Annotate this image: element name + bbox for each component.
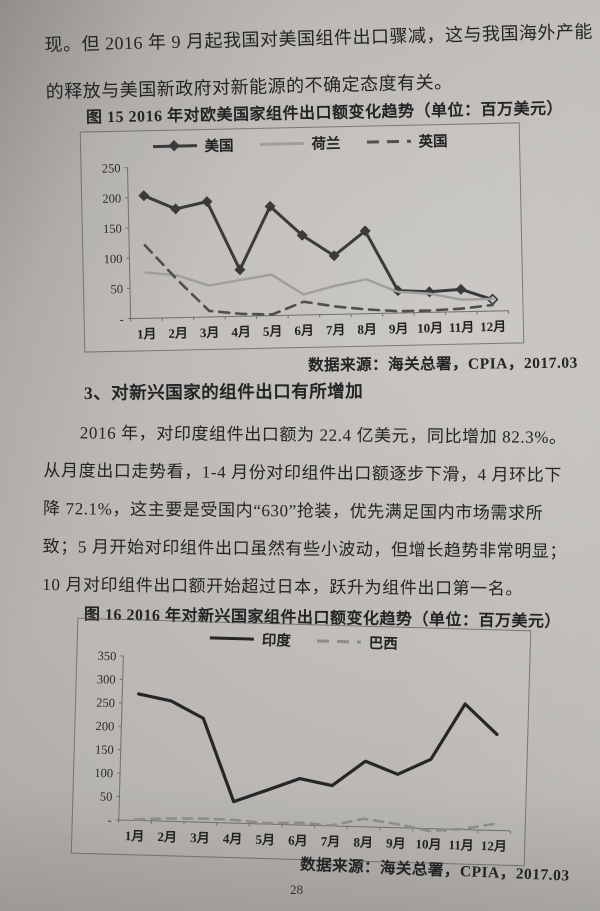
svg-text:100: 100 — [104, 252, 123, 266]
legend-line-sample — [366, 139, 411, 144]
svg-text:50: 50 — [100, 789, 113, 803]
legend-label: 巴西 — [368, 635, 398, 653]
diamond-marker-icon — [234, 264, 246, 276]
diamond-marker-icon — [170, 203, 182, 215]
legend-item: 英国 — [366, 129, 448, 152]
svg-text:7月: 7月 — [326, 322, 346, 337]
diamond-marker-icon — [201, 196, 213, 208]
svg-text:250: 250 — [96, 696, 115, 711]
svg-text:7月: 7月 — [321, 834, 341, 850]
svg-text:6月: 6月 — [294, 323, 314, 338]
series-line — [137, 692, 499, 804]
svg-text:-: - — [119, 312, 123, 326]
svg-text:4月: 4月 — [223, 831, 243, 847]
text-line: 2016 年，对印度组件出口额为 22.4 亿美元，同比增加 82.3%。 — [79, 423, 567, 448]
svg-text:1月: 1月 — [125, 828, 145, 844]
text-line: 从月度出口走势看，1-4 月份对印组件出口额逐步下滑，4 月环比下 — [43, 460, 562, 485]
svg-text:3月: 3月 — [200, 325, 220, 340]
svg-text:-: - — [107, 813, 112, 827]
svg-text:150: 150 — [95, 742, 114, 757]
svg-text:11月: 11月 — [448, 837, 474, 853]
svg-text:3月: 3月 — [190, 830, 210, 846]
series-line — [133, 817, 496, 833]
legend-item: 荷兰 — [259, 132, 341, 155]
text-line: 致；5 月开始对印组件出口虽然有些小波动，但增长趋势非常明显； — [42, 536, 568, 562]
svg-text:12月: 12月 — [481, 838, 507, 854]
svg-text:9月: 9月 — [389, 321, 409, 336]
line-chart-plot: 350 300 250 200 150 100 50 -1月 2月 3月 4月 5月 6月 7月 8月 9月 1… — [94, 649, 512, 854]
legend-line-sample — [152, 140, 197, 152]
text-line: 降 72.1%，这主要是受国内“630”抢装，优先满足国内市场需求所 — [43, 498, 544, 523]
svg-text:300: 300 — [97, 672, 116, 687]
legend-item: 美国 — [152, 134, 234, 157]
svg-text:50: 50 — [110, 282, 123, 296]
svg-text:2月: 2月 — [168, 325, 188, 340]
section-heading: 3、对新兴国家的组件出口有所增加 — [83, 381, 364, 403]
svg-text:10月: 10月 — [417, 320, 443, 336]
svg-text:1月: 1月 — [137, 326, 157, 341]
legend-line-sample — [316, 638, 361, 644]
svg-text:350: 350 — [97, 649, 116, 664]
page-number: 28 — [290, 882, 303, 897]
diamond-marker-icon — [328, 250, 340, 262]
svg-text:5月: 5月 — [263, 323, 283, 338]
svg-text:5月: 5月 — [255, 832, 275, 848]
diamond-marker-icon — [264, 200, 276, 212]
svg-text:10月: 10月 — [415, 836, 441, 852]
svg-text:6月: 6月 — [288, 833, 308, 849]
legend-item: 巴西 — [316, 630, 399, 653]
paragraph-body: 2016 年，对印度组件出口额为 22.4 亿美元，同比增加 82.3%。 从月… — [42, 414, 584, 609]
svg-text:4月: 4月 — [231, 324, 251, 339]
diamond-marker-icon — [138, 190, 150, 202]
legend-label: 印度 — [261, 632, 292, 650]
legend-line-sample — [209, 635, 254, 641]
svg-text:150: 150 — [103, 222, 122, 236]
legend-label: 英国 — [418, 133, 448, 151]
data-source-note: 数据来源：海关总署，CPIA，2017.03 — [299, 856, 570, 885]
diamond-marker-icon — [359, 225, 371, 237]
line-chart-plot: 250 200 150 100 50 -1月 2月 3月 4月 5月 6月 7月 8月 9月 10月 11月 1… — [102, 161, 510, 341]
series-line — [144, 271, 494, 301]
svg-text:11月: 11月 — [449, 319, 475, 335]
svg-text:200: 200 — [102, 191, 121, 205]
diamond-marker-icon — [167, 140, 180, 152]
legend-label: 美国 — [204, 137, 234, 155]
series-line — [142, 194, 495, 302]
svg-text:250: 250 — [102, 161, 121, 175]
figure16-line-chart: 印度 巴西 350 300 250 200 150 100 50 -1月 2月 3月 4月 5月 6月 7月… — [70, 617, 532, 867]
series-line — [143, 243, 495, 316]
diamond-marker-icon — [455, 283, 467, 295]
svg-text:8月: 8月 — [353, 835, 373, 851]
data-source-note: 数据来源：海关总署，CPIA，2017.03 — [307, 354, 578, 375]
svg-text:2月: 2月 — [157, 829, 177, 845]
legend-label: 荷兰 — [311, 135, 341, 153]
svg-text:9月: 9月 — [386, 835, 406, 851]
svg-text:8月: 8月 — [357, 321, 377, 336]
diamond-marker-icon — [296, 229, 308, 241]
figure15-line-chart: 美国 荷兰 英国 250 200 150 100 50 -1月 2月 3月 4月 5月 6月 7月 8月 9月… — [79, 122, 525, 353]
legend-item: 印度 — [209, 627, 292, 650]
svg-text:200: 200 — [95, 719, 114, 734]
svg-text:100: 100 — [94, 766, 113, 781]
svg-text:12月: 12月 — [480, 319, 506, 335]
legend-line-sample — [259, 141, 304, 146]
